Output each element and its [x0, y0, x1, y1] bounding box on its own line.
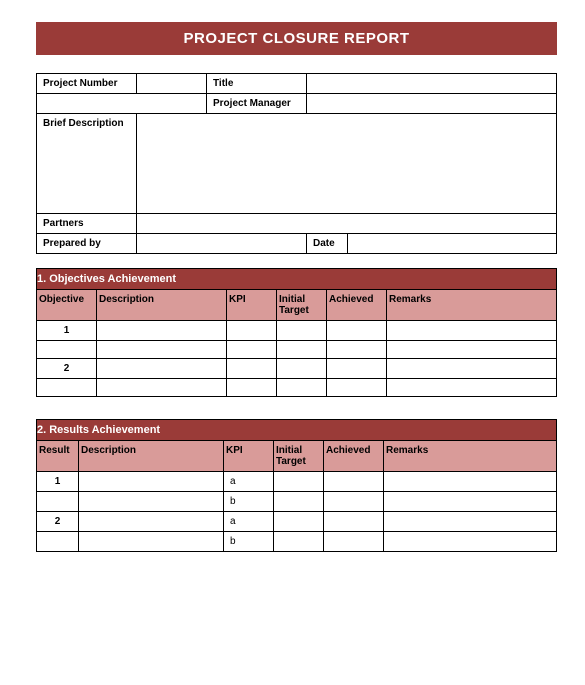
cell	[324, 532, 384, 552]
cell: b	[224, 532, 274, 552]
brief-desc-label: Brief Description	[37, 114, 137, 214]
row-id	[37, 492, 79, 512]
cell	[387, 321, 557, 341]
table-row: b	[37, 492, 557, 512]
col-initial-target: Initial Target	[274, 441, 324, 472]
project-manager-label: Project Manager	[207, 94, 307, 114]
table-row	[37, 341, 557, 359]
cell	[274, 532, 324, 552]
row-id: 1	[37, 472, 79, 492]
cell	[387, 359, 557, 379]
col-description: Description	[79, 441, 224, 472]
cell	[324, 492, 384, 512]
cell	[387, 379, 557, 397]
table-row: b	[37, 532, 557, 552]
objectives-header: 1. Objectives Achievement	[37, 269, 557, 290]
table-row: 2	[37, 359, 557, 379]
row-id	[37, 341, 97, 359]
project-manager-value	[307, 94, 557, 114]
project-info-table: Project Number Title Project Manager Bri…	[36, 73, 557, 254]
col-achieved: Achieved	[327, 290, 387, 321]
col-objective: Objective	[37, 290, 97, 321]
blank-cell	[37, 94, 207, 114]
cell	[79, 492, 224, 512]
cell	[277, 341, 327, 359]
cell	[324, 512, 384, 532]
cell	[79, 512, 224, 532]
results-header: 2. Results Achievement	[37, 420, 557, 441]
col-description: Description	[97, 290, 227, 321]
title-label: Title	[207, 74, 307, 94]
cell	[227, 359, 277, 379]
cell	[227, 341, 277, 359]
col-remarks: Remarks	[387, 290, 557, 321]
cell	[277, 321, 327, 341]
cell: b	[224, 492, 274, 512]
cell	[384, 492, 557, 512]
objectives-table: 1. Objectives Achievement Objective Desc…	[36, 268, 557, 397]
cell	[79, 472, 224, 492]
cell	[227, 321, 277, 341]
date-value	[347, 234, 556, 253]
col-result: Result	[37, 441, 79, 472]
document-page: PROJECT CLOSURE REPORT Project Number Ti…	[0, 0, 585, 552]
cell	[327, 341, 387, 359]
cell: a	[224, 472, 274, 492]
col-kpi: KPI	[224, 441, 274, 472]
cell	[97, 341, 227, 359]
cell	[79, 532, 224, 552]
cell	[97, 321, 227, 341]
title-value	[307, 74, 557, 94]
table-row: 1 a	[37, 472, 557, 492]
cell	[384, 472, 557, 492]
row-id: 1	[37, 321, 97, 341]
cell	[327, 379, 387, 397]
cell	[384, 532, 557, 552]
cell	[274, 472, 324, 492]
row-id	[37, 532, 79, 552]
results-table: 2. Results Achievement Result Descriptio…	[36, 419, 557, 552]
cell	[327, 321, 387, 341]
prepared-by-value	[137, 234, 307, 254]
cell	[384, 512, 557, 532]
col-achieved: Achieved	[324, 441, 384, 472]
report-title: PROJECT CLOSURE REPORT	[36, 22, 557, 55]
table-row: 1	[37, 321, 557, 341]
col-kpi: KPI	[227, 290, 277, 321]
cell	[227, 379, 277, 397]
cell	[324, 472, 384, 492]
table-row	[37, 379, 557, 397]
cell	[387, 341, 557, 359]
project-number-value	[137, 74, 207, 94]
partners-label: Partners	[37, 214, 137, 234]
cell	[277, 379, 327, 397]
cell	[274, 512, 324, 532]
project-number-label: Project Number	[37, 74, 137, 94]
cell	[97, 359, 227, 379]
row-id	[37, 379, 97, 397]
col-remarks: Remarks	[384, 441, 557, 472]
brief-desc-value	[137, 114, 557, 214]
date-label: Date	[307, 234, 347, 253]
table-row: 2 a	[37, 512, 557, 532]
cell	[97, 379, 227, 397]
row-id: 2	[37, 359, 97, 379]
partners-value	[137, 214, 557, 234]
row-id: 2	[37, 512, 79, 532]
cell	[327, 359, 387, 379]
cell: a	[224, 512, 274, 532]
col-initial-target: Initial Target	[277, 290, 327, 321]
cell	[277, 359, 327, 379]
cell	[274, 492, 324, 512]
prepared-by-label: Prepared by	[37, 234, 137, 254]
